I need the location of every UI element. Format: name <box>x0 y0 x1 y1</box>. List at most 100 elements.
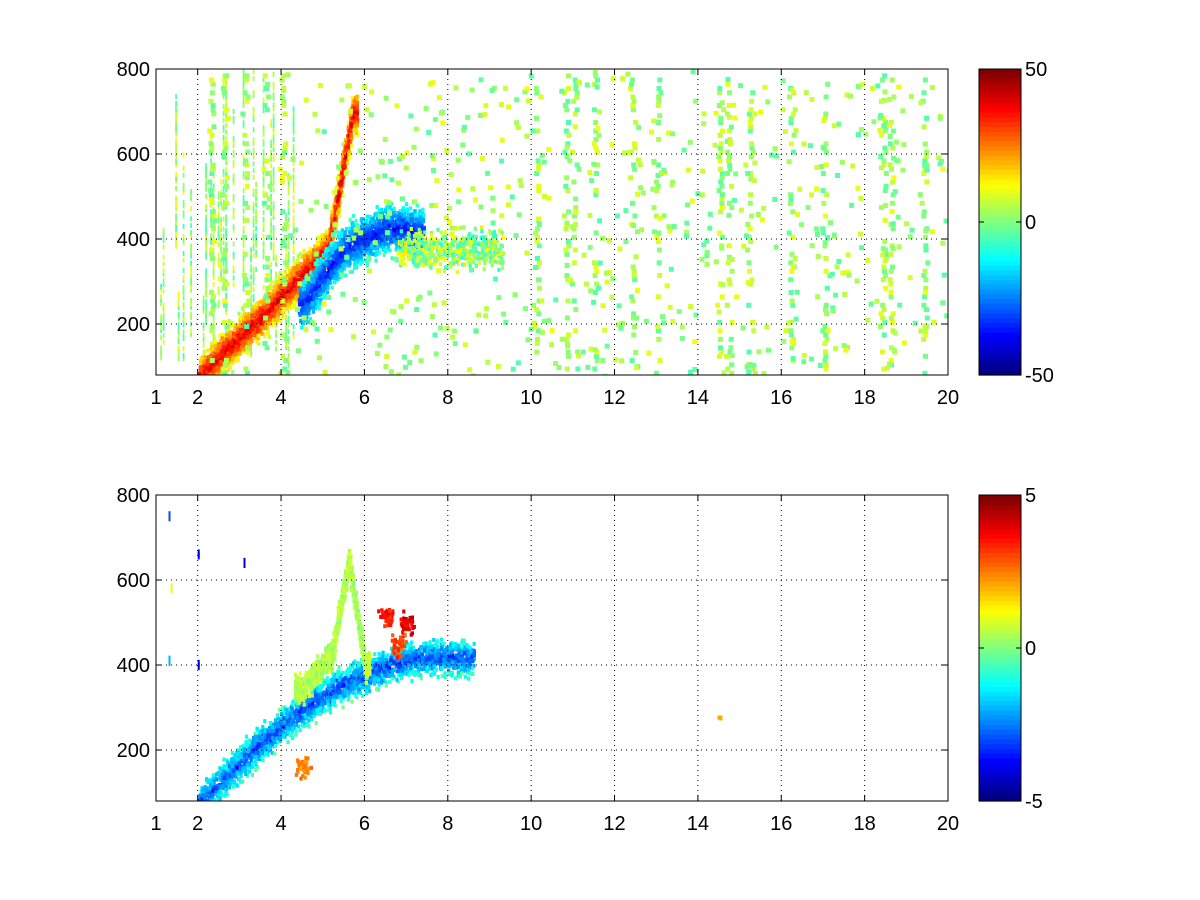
top-heatmap-cell <box>286 303 290 307</box>
top-heatmap-cell <box>262 152 265 158</box>
top-heatmap-cell <box>272 180 275 186</box>
top-heatmap-cell <box>225 156 227 162</box>
top-heatmap-cell <box>405 207 410 212</box>
top-heatmap-cell <box>202 309 205 314</box>
top-heatmap-cell <box>205 234 207 240</box>
top-heatmap-cell <box>205 183 207 189</box>
top-heatmap-cell <box>247 320 251 325</box>
top-heatmap-cell <box>472 250 476 255</box>
top-heatmap-cell <box>182 240 185 246</box>
top-heatmap-cell <box>312 300 316 305</box>
top-heatmap-cell <box>202 298 205 304</box>
top-heatmap-cell <box>252 273 255 279</box>
top-heatmap-cell <box>327 273 331 278</box>
top-heatmap-cell <box>233 359 237 364</box>
top-heatmap-cell <box>275 301 279 306</box>
top-heatmap-cell <box>404 202 409 207</box>
top-heatmap-cell <box>177 356 180 362</box>
top-heatmap-cell <box>190 301 192 307</box>
top-heatmap-cell <box>292 137 295 142</box>
top-heatmap-cell <box>398 215 402 220</box>
top-heatmap-cell <box>317 253 321 258</box>
top-heatmap-cell <box>347 133 351 138</box>
top-heatmap-cell <box>205 316 207 322</box>
top-heatmap-cell <box>242 347 246 352</box>
top-heatmap-cell <box>323 263 328 268</box>
top-heatmap-cell <box>228 359 232 364</box>
top-heatmap-cell <box>255 340 259 345</box>
top-heatmap-cell <box>385 211 389 215</box>
top-heatmap-cell <box>242 188 245 194</box>
top-heatmap-cell <box>255 192 257 198</box>
top-heatmap-cell <box>182 312 185 318</box>
top-heatmap-cell <box>415 203 419 208</box>
top-heatmap-cell <box>242 69 245 75</box>
top-heatmap-cell <box>175 186 177 191</box>
top-heatmap-cell <box>335 248 339 253</box>
top-heatmap-cell <box>190 233 192 239</box>
top-heatmap-cell <box>413 213 417 217</box>
top-heatmap-cell <box>354 120 359 125</box>
top-heatmap-cell <box>272 208 275 213</box>
top-heatmap-cell <box>215 348 219 353</box>
top-heatmap-cell <box>326 229 330 234</box>
top-heatmap-cell <box>190 192 192 198</box>
top-heatmap-cell <box>310 284 314 289</box>
top-heatmap-cell <box>262 128 265 134</box>
top-heatmap-cell <box>404 229 408 234</box>
top-heatmap-cell <box>212 319 215 325</box>
top-heatmap-cell <box>304 291 308 296</box>
top-heatmap-cell <box>288 282 292 287</box>
top-heatmap-cell <box>222 216 225 222</box>
top-heatmap-cell <box>175 148 177 154</box>
top-heatmap-cell <box>220 217 222 223</box>
top-heatmap-cell <box>389 229 393 234</box>
top-heatmap-cell <box>448 253 452 258</box>
top-heatmap-cell <box>275 254 277 260</box>
top-heatmap-cell <box>421 219 426 224</box>
top-heatmap-cell <box>175 158 177 164</box>
top-heatmap-cell <box>386 245 390 250</box>
top-heatmap-cell <box>292 143 295 149</box>
top-heatmap-cell <box>400 213 404 217</box>
top-heatmap-cell <box>341 262 345 267</box>
top-heatmap-cell <box>242 263 245 268</box>
top-heatmap-cell <box>304 318 308 323</box>
top-heatmap-cell <box>457 256 461 261</box>
top-heatmap-cell <box>202 336 205 342</box>
top-heatmap-cell <box>285 243 287 249</box>
top-heatmap-cell <box>336 254 340 259</box>
top-heatmap-cell <box>206 368 210 373</box>
top-heatmap-cell <box>175 128 177 134</box>
top-heatmap-cell <box>338 262 342 266</box>
top-heatmap-cell <box>270 301 274 306</box>
top-heatmap-cell <box>348 226 352 231</box>
top-heatmap-cell <box>272 187 275 193</box>
top-heatmap-cell <box>402 209 406 214</box>
top-heatmap-cell <box>394 233 398 238</box>
top-heatmap-cell <box>350 226 354 231</box>
top-heatmap-cell <box>443 230 448 235</box>
top-heatmap-cell <box>395 213 399 218</box>
top-heatmap-cell <box>225 167 227 172</box>
top-heatmap-cell <box>395 244 399 249</box>
top-heatmap-cell <box>292 147 295 153</box>
top-heatmap-cell <box>250 294 252 300</box>
top-heatmap-cell <box>285 256 287 262</box>
top-heatmap-cell <box>232 153 235 159</box>
top-heatmap-cell <box>354 241 358 246</box>
top-heatmap-cell <box>306 301 311 306</box>
top-heatmap-cell <box>489 252 493 257</box>
top-heatmap-cell <box>182 315 185 321</box>
top-heatmap-cell <box>232 282 235 288</box>
top-heatmap-cell <box>160 301 162 306</box>
top-heatmap-cell <box>330 220 334 225</box>
top-heatmap-cell <box>210 353 214 358</box>
top-heatmap-cell <box>212 261 215 267</box>
top-heatmap-cell <box>392 221 396 226</box>
top-heatmap-cell <box>270 173 272 179</box>
top-heatmap-cell <box>242 319 246 324</box>
top-heatmap-cell <box>205 292 207 298</box>
top-heatmap-cell <box>232 193 235 199</box>
top-heatmap-cell <box>285 246 287 252</box>
